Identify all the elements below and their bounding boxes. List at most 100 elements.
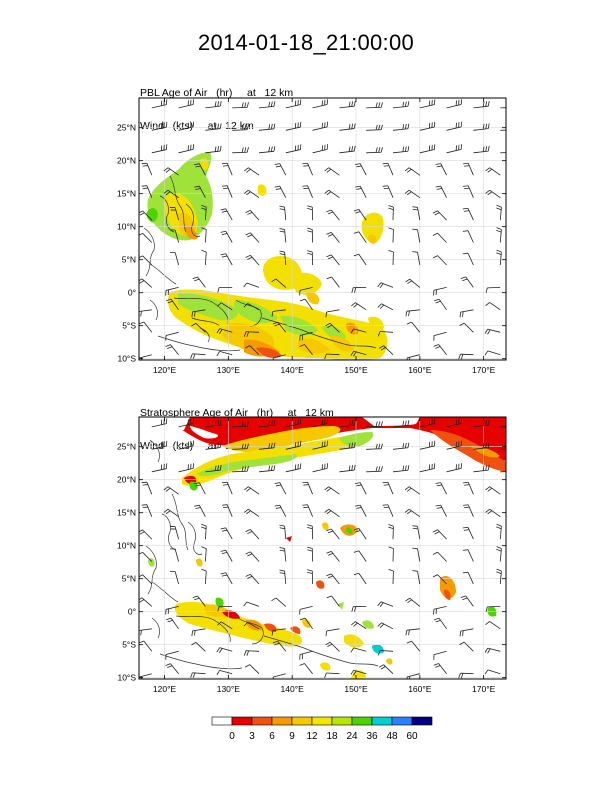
wind-barb (353, 528, 367, 540)
wind-barb (382, 481, 394, 495)
wind-barb (205, 464, 222, 473)
wind-barb (432, 255, 447, 266)
panel-1-frame (138, 97, 507, 361)
wind-barb (302, 481, 313, 495)
wind-barb (245, 254, 260, 266)
wind-barb (404, 508, 421, 518)
wind-barb (463, 504, 474, 517)
wind-barb (307, 546, 313, 562)
wind-barb (433, 606, 447, 615)
wind-barb (169, 526, 179, 540)
colorbar-label: 12 (306, 731, 318, 742)
lat-tick-label: 5°S (122, 640, 136, 650)
wind-barb (201, 227, 207, 243)
wind-barb (388, 568, 394, 585)
wind-barb (433, 650, 447, 660)
wind-barbs-layer (139, 99, 506, 360)
wind-barb (377, 282, 394, 289)
wind-barb (500, 425, 506, 428)
lat-tick-label: 15°N (117, 189, 136, 199)
wind-barb (463, 162, 474, 176)
wind-barb (377, 303, 394, 311)
wind-barb (217, 302, 233, 311)
wind-barb (392, 465, 410, 473)
wind-barb (232, 124, 249, 131)
wind-barb (299, 606, 313, 615)
wind-barb (285, 440, 302, 450)
wind-barb (312, 99, 328, 109)
wind-barb (201, 523, 207, 540)
lon-tick-label: 130°E (217, 684, 241, 694)
wind-barb (353, 231, 367, 243)
wind-barb (473, 442, 490, 450)
wind-barb (500, 129, 506, 131)
wind-barb (190, 353, 206, 359)
colorbar-label: 9 (289, 731, 295, 742)
wind-barb (432, 529, 447, 540)
lon-tick-label: 160°E (408, 684, 432, 694)
wind-barb (405, 278, 421, 288)
colorbar-label: 3 (249, 731, 255, 742)
wind-barb (446, 99, 462, 109)
wind-barb (473, 123, 490, 131)
wind-barb (220, 253, 233, 266)
panel-1-title-line2: Wind (kts) at 12 km (140, 120, 254, 132)
wind-barb (484, 350, 501, 356)
wind-barb (307, 205, 313, 221)
wind-barb (353, 209, 367, 221)
wind-barb (194, 504, 206, 517)
wind-barb (378, 345, 394, 355)
lat-tick-label: 20°N (117, 475, 136, 485)
wind-barb (178, 99, 194, 109)
wind-barb (302, 504, 313, 517)
wind-barb (339, 419, 356, 428)
wind-barb (258, 442, 276, 450)
wind-barb (500, 470, 506, 473)
lon-tick-label: 150°E (344, 684, 368, 694)
wind-barb (307, 250, 313, 266)
wind-barb (463, 481, 474, 495)
wind-barb (500, 151, 506, 154)
wind-barb (151, 463, 168, 473)
wind-barb (388, 227, 394, 243)
wind-barb (325, 628, 340, 637)
colorbar-swatch (251, 716, 273, 726)
wind-barb (460, 276, 474, 288)
wind-barb (350, 647, 367, 653)
wind-barb (339, 442, 356, 450)
colorbar-label: 18 (326, 731, 338, 742)
wind-barb (139, 210, 153, 221)
lat-tick-label: 25°N (117, 442, 136, 452)
wind-barb (432, 232, 447, 243)
wind-barb (459, 641, 474, 652)
wind-barb (326, 528, 340, 540)
wind-barb (274, 482, 287, 495)
wind-barb (302, 162, 313, 176)
pbl-age-map-panel: 120°E 130°E 140°E 150°E 160°E 170°E 25°N 20°N 15… (117, 97, 507, 375)
wind-barb (243, 650, 260, 656)
wind-barb (271, 309, 286, 317)
wind-barb (419, 121, 436, 131)
wind-barb (324, 486, 340, 495)
wind-barb (220, 230, 233, 243)
wind-barb (446, 418, 462, 428)
wind-barb (279, 205, 287, 221)
wind-barb (388, 205, 394, 221)
wind-barb (366, 443, 383, 450)
wind-barb (299, 663, 313, 674)
wind-barb (245, 551, 260, 562)
wind-barb (325, 641, 340, 652)
wind-barb (232, 466, 249, 473)
wind-barb (205, 123, 222, 131)
wind-barb (412, 206, 421, 221)
wind-barb (473, 419, 490, 428)
wind-barb (419, 144, 436, 154)
lon-tick-label: 150°E (344, 365, 368, 375)
wind-barb (151, 99, 168, 109)
wind-barb (339, 464, 356, 473)
wind-barb (462, 571, 474, 585)
wind-barb (355, 185, 367, 198)
lat-tick-label: 10°N (117, 222, 136, 232)
wind-barb (446, 144, 462, 154)
wind-barb (243, 601, 260, 607)
